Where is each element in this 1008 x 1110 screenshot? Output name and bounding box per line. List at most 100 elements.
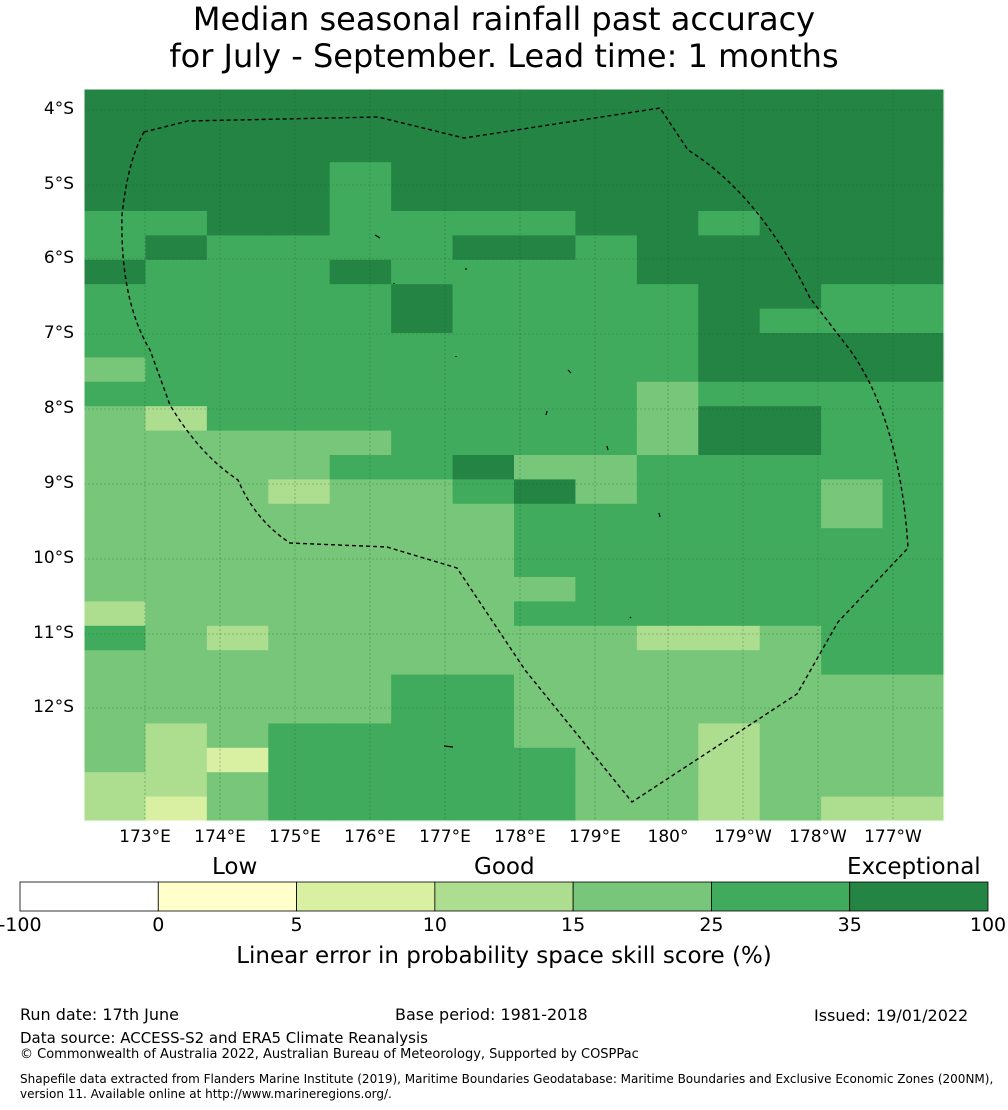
grid-cell <box>84 430 147 456</box>
grid-cell <box>391 503 454 529</box>
grid-cell <box>882 357 945 383</box>
grid-cell <box>514 381 577 407</box>
grid-cell <box>206 601 269 627</box>
grid-cell <box>698 747 761 773</box>
colorbar-tick-label: 25 <box>699 914 724 936</box>
grid-cell <box>84 552 147 578</box>
grid-cell <box>391 211 454 236</box>
grid-cell <box>575 284 638 310</box>
grid-cell <box>882 235 945 261</box>
grid-cell <box>759 699 822 724</box>
grid-cell <box>329 455 392 480</box>
grid-cell <box>882 674 945 700</box>
grid-cell <box>206 162 269 188</box>
grid-cell <box>391 601 454 627</box>
grid-cell <box>821 479 884 505</box>
grid-cell <box>84 89 147 114</box>
grid-cell <box>575 455 638 480</box>
grid-cell <box>575 479 638 505</box>
grid-cell <box>145 113 208 139</box>
grid-cell <box>514 235 577 261</box>
grid-cell <box>145 430 208 456</box>
grid-cell <box>84 186 147 212</box>
grid-cell <box>821 699 884 724</box>
grid-cell <box>391 259 454 285</box>
grid-cell <box>698 577 761 602</box>
grid-cell <box>84 723 147 749</box>
grid-cell <box>575 772 638 798</box>
grid-cell <box>514 406 577 432</box>
grid-cell <box>698 796 761 822</box>
grid-cell <box>514 137 577 163</box>
grid-cell <box>84 601 147 627</box>
base-period: Base period: 1981-2018 <box>395 1005 588 1024</box>
grid-cell <box>206 333 269 358</box>
run-date: Run date: 17th June <box>20 1005 180 1024</box>
grid-cell <box>145 601 208 627</box>
grid-cell <box>575 333 638 358</box>
grid-cell <box>145 381 208 407</box>
colorbar-tick-label: 100 <box>969 914 1007 936</box>
grid-cell <box>84 333 147 358</box>
grid-cell <box>698 674 761 700</box>
grid-cell <box>452 357 515 383</box>
latitude-label: 9°S <box>43 473 74 493</box>
grid-cell <box>452 674 515 700</box>
grid-cell <box>452 235 515 261</box>
grid-cell <box>882 772 945 798</box>
grid-cell <box>145 284 208 310</box>
grid-cell <box>698 552 761 578</box>
grid-cell <box>759 235 822 261</box>
longitude-label: 180° <box>647 827 689 847</box>
grid-cell <box>514 357 577 383</box>
grid-cell <box>268 137 331 163</box>
grid-cell <box>759 528 822 554</box>
grid-cell <box>268 650 331 676</box>
grid-cell <box>452 528 515 554</box>
grid-cell <box>759 211 822 236</box>
grid-cell <box>145 723 208 749</box>
grid-cell <box>391 235 454 261</box>
grid-cell <box>391 333 454 358</box>
grid-cell <box>268 796 331 822</box>
grid-cell <box>882 137 945 163</box>
grid-cell <box>698 211 761 236</box>
grid-cell <box>882 284 945 310</box>
grid-cell <box>759 796 822 822</box>
grid-cell <box>698 308 761 334</box>
grid-cell <box>821 406 884 432</box>
grid-cell <box>882 479 945 505</box>
grid-cell <box>759 747 822 773</box>
grid-cell <box>514 162 577 188</box>
grid-cell <box>452 284 515 310</box>
grid-cell <box>391 284 454 310</box>
grid-cell <box>882 259 945 285</box>
grid-cell <box>514 747 577 773</box>
grid-cell <box>575 723 638 749</box>
grid-cell <box>391 528 454 554</box>
grid-cell <box>821 381 884 407</box>
latitude-label: 4°S <box>43 99 74 119</box>
grid-cell <box>268 625 331 651</box>
colorbar <box>19 881 989 912</box>
grid-cell <box>84 674 147 700</box>
grid-cell <box>882 186 945 212</box>
grid-cell <box>268 577 331 602</box>
grid-cell <box>514 259 577 285</box>
grid-cell <box>759 406 822 432</box>
grid-cell <box>882 796 945 822</box>
grid-cell <box>391 650 454 676</box>
grid-cell <box>452 601 515 627</box>
grid-cell <box>821 113 884 139</box>
grid-cell <box>206 577 269 602</box>
grid-cell <box>329 528 392 554</box>
grid-cell <box>145 528 208 554</box>
grid-cell <box>759 381 822 407</box>
grid-cell <box>84 211 147 236</box>
longitude-label: 179°E <box>569 827 621 847</box>
skill-score-grid <box>84 89 945 822</box>
grid-cell <box>882 211 945 236</box>
grid-cell <box>821 650 884 676</box>
grid-cell <box>206 381 269 407</box>
grid-cell <box>575 162 638 188</box>
